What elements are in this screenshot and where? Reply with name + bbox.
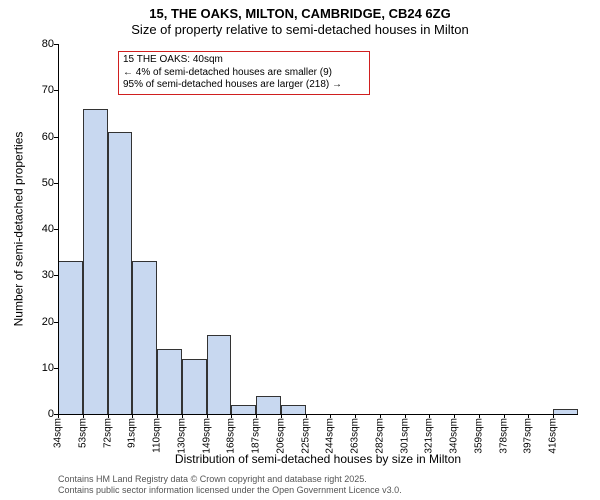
x-tick-label: 359sqm: [473, 418, 484, 454]
y-tick-label: 20: [14, 316, 54, 328]
x-axis-label: Distribution of semi-detached houses by …: [58, 452, 578, 466]
x-tick-label: 340sqm: [449, 418, 460, 454]
y-tick-mark: [54, 322, 58, 323]
x-tick-label: 301sqm: [399, 418, 410, 454]
y-tick-label: 0: [14, 408, 54, 420]
y-tick-mark: [54, 137, 58, 138]
histogram-chart: 15, THE OAKS, MILTON, CAMBRIDGE, CB24 6Z…: [0, 0, 600, 500]
histogram-bar: [58, 261, 83, 414]
y-tick-label: 40: [14, 223, 54, 235]
x-tick-label: 263sqm: [350, 418, 361, 454]
footer-attribution: Contains HM Land Registry data © Crown c…: [58, 474, 402, 496]
footer-line2: Contains public sector information licen…: [58, 485, 402, 496]
y-tick-label: 30: [14, 269, 54, 281]
x-tick-label: 34sqm: [53, 418, 64, 448]
annotation-line1: 15 THE OAKS: 40sqm: [123, 54, 365, 67]
x-axis-line: [58, 414, 578, 415]
histogram-bar: [207, 335, 232, 414]
histogram-bar: [132, 261, 157, 414]
plot-area: [58, 44, 578, 414]
x-tick-label: 168sqm: [226, 418, 237, 454]
y-tick-label: 80: [14, 38, 54, 50]
annotation-line3: 95% of semi-detached houses are larger (…: [123, 79, 365, 92]
y-tick-label: 50: [14, 177, 54, 189]
y-axis-line: [58, 44, 59, 414]
y-tick-mark: [54, 183, 58, 184]
x-tick-label: 321sqm: [424, 418, 435, 454]
x-tick-label: 149sqm: [201, 418, 212, 454]
chart-title-line2: Size of property relative to semi-detach…: [0, 22, 600, 37]
y-tick-label: 70: [14, 84, 54, 96]
x-tick-label: 110sqm: [152, 418, 163, 453]
histogram-bar: [231, 405, 256, 414]
x-tick-label: 130sqm: [176, 418, 187, 454]
x-tick-label: 206sqm: [275, 418, 286, 454]
x-tick-label: 378sqm: [498, 418, 509, 454]
footer-line1: Contains HM Land Registry data © Crown c…: [58, 474, 402, 485]
y-tick-mark: [54, 90, 58, 91]
x-tick-label: 416sqm: [548, 418, 559, 454]
x-tick-label: 72sqm: [102, 418, 113, 448]
histogram-bar: [83, 109, 108, 414]
chart-title-line1: 15, THE OAKS, MILTON, CAMBRIDGE, CB24 6Z…: [0, 6, 600, 21]
x-tick-label: 282sqm: [374, 418, 385, 454]
x-tick-label: 397sqm: [523, 418, 534, 454]
x-tick-label: 225sqm: [300, 418, 311, 454]
x-tick-label: 91sqm: [127, 418, 138, 448]
annotation-box: 15 THE OAKS: 40sqm ← 4% of semi-detached…: [118, 51, 370, 95]
x-tick-label: 187sqm: [251, 418, 262, 454]
y-tick-mark: [54, 44, 58, 45]
y-tick-mark: [54, 368, 58, 369]
histogram-bar: [182, 359, 207, 415]
histogram-bar: [256, 396, 281, 415]
histogram-bar: [108, 132, 133, 414]
x-tick-label: 244sqm: [325, 418, 336, 454]
y-tick-mark: [54, 229, 58, 230]
y-tick-label: 60: [14, 131, 54, 143]
annotation-line2: ← 4% of semi-detached houses are smaller…: [123, 67, 365, 80]
histogram-bar: [281, 405, 306, 414]
y-tick-mark: [54, 275, 58, 276]
y-tick-label: 10: [14, 362, 54, 374]
x-tick-label: 53sqm: [77, 418, 88, 448]
histogram-bar: [157, 349, 182, 414]
